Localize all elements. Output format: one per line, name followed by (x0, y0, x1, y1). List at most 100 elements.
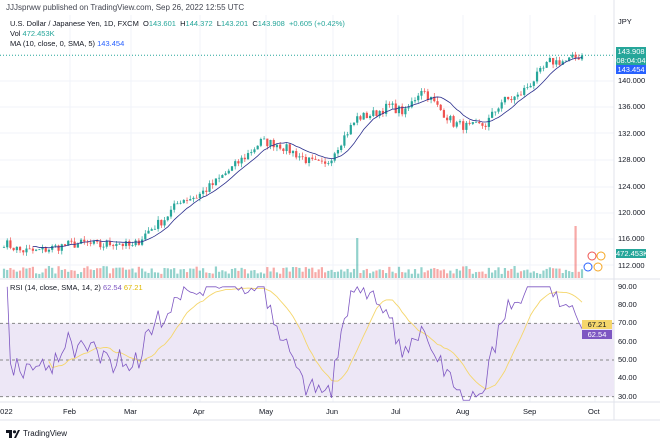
volume-bar (86, 266, 89, 278)
candle-body (67, 240, 70, 246)
candle-body (487, 117, 490, 127)
volume-bar (266, 267, 269, 278)
price-tick: 120.000 (618, 208, 646, 217)
volume-bar (83, 267, 86, 278)
candle-body (108, 241, 112, 246)
candle-body (417, 95, 420, 101)
candle-body (224, 173, 227, 176)
candle-body (256, 145, 259, 150)
volume-bar (507, 270, 510, 278)
volume-bar (140, 268, 144, 278)
volume-bar (497, 267, 500, 278)
change-value: +0.605 (+0.42%) (289, 19, 345, 28)
candle-body (494, 111, 497, 113)
volume-bar (529, 272, 532, 278)
volume-bar (192, 268, 195, 278)
volume-bar (468, 268, 471, 278)
rsi-ma-tag: 67.21 (582, 320, 612, 329)
low-value: 143.201 (221, 19, 249, 28)
candle-body (301, 156, 304, 158)
chart-legend: U.S. Dollar / Japanese Yen, 1D, FXCM O14… (10, 19, 345, 49)
volume-bar (580, 269, 584, 278)
candle-body (279, 144, 282, 149)
volume-bar (54, 273, 57, 278)
volume-bar (336, 271, 340, 278)
volume-bar (173, 268, 176, 278)
candle-body (124, 241, 128, 247)
candle-body (449, 116, 452, 121)
volume-bar (327, 270, 330, 278)
volume-bar (189, 268, 192, 278)
month-label: Apr (193, 407, 205, 416)
rsi-legend: RSI (14, close, SMA, 14, 2) 62.54 67.21 (10, 283, 143, 292)
candle-body (118, 243, 121, 245)
volume-bar (519, 271, 523, 278)
volume-bar (205, 272, 208, 278)
tradingview-logo[interactable]: TradingView (6, 429, 67, 438)
candle-body (38, 249, 41, 251)
candle-body (404, 108, 407, 115)
volume-bar (134, 272, 137, 278)
candle-body (529, 85, 532, 88)
volume-bar (449, 270, 452, 278)
candle-body (571, 54, 574, 58)
candle-body (221, 175, 224, 178)
candle-body (580, 55, 584, 60)
volume-bar (577, 271, 580, 278)
candle-body (372, 110, 375, 116)
volume-bar (516, 272, 519, 278)
candle-body (47, 249, 51, 252)
candle-body (25, 248, 28, 253)
volume-bar (250, 270, 253, 278)
rsi-tick: 70.00 (618, 318, 637, 328)
rsi-ma-value: 67.21 (123, 283, 143, 292)
candle-body (60, 244, 63, 251)
price-tick: 136.000 (618, 102, 646, 112)
volume-bar (452, 273, 455, 278)
volume-bar (38, 273, 41, 278)
volume-bar (15, 271, 18, 278)
candle-body (240, 157, 243, 164)
candle-body (333, 153, 336, 161)
volume-bar (555, 268, 558, 278)
volume-bar (526, 269, 529, 278)
candle-body (173, 203, 176, 210)
candle-body (568, 57, 571, 61)
volume-bar (375, 270, 378, 278)
candle-body (523, 87, 526, 95)
candle-body (211, 183, 214, 186)
candle-body (497, 108, 500, 112)
volume-bar (484, 273, 487, 278)
o-label: O (142, 19, 149, 28)
volume-bar (76, 273, 79, 278)
candle-body (246, 153, 250, 160)
volume-bar (51, 267, 54, 278)
volume-bar (494, 270, 497, 278)
candle-body (189, 199, 192, 201)
candle-body (574, 54, 577, 58)
volume-bar (263, 273, 266, 278)
candle-body (140, 239, 144, 245)
candle-body (2, 247, 6, 249)
candle-body (237, 161, 240, 164)
candle-body (208, 183, 211, 192)
candle-body (163, 220, 166, 226)
volume-bar (320, 267, 323, 278)
candle-body (201, 190, 205, 194)
volume-bar (407, 269, 410, 278)
rsi-tick: 30.00 (618, 391, 637, 401)
candle-body (263, 138, 266, 140)
candle-body (266, 138, 269, 147)
close-value: 143.908 (257, 19, 285, 28)
candle-body (330, 160, 333, 164)
volume-bar (523, 270, 526, 278)
candle-body (375, 110, 378, 116)
candle-body (478, 121, 481, 124)
candle-body (35, 249, 38, 251)
candle-body (205, 190, 208, 192)
volume-bar (230, 268, 234, 278)
candle-body (545, 61, 548, 68)
volume-bar (490, 272, 494, 278)
ma-line (32, 57, 583, 249)
